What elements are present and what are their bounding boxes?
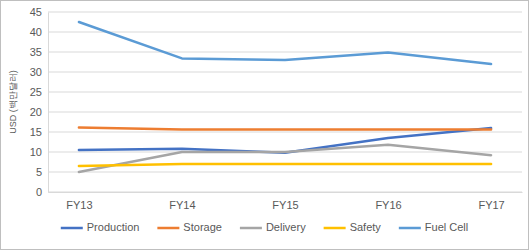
legend-swatch: [61, 227, 83, 230]
y-tick-label: 45: [30, 6, 42, 18]
y-tick-label: 10: [30, 146, 42, 158]
x-tick: FY17: [478, 192, 504, 211]
y-tick: 10: [30, 146, 48, 158]
y-tick: 25: [30, 86, 48, 98]
y-axis: 0 5 10 15 20 25 30 35 40 45: [30, 6, 49, 198]
legend-label: Production: [87, 221, 140, 233]
legend-item: Storage: [157, 221, 222, 233]
x-tick-label: FY13: [66, 199, 92, 211]
legend-label: Storage: [183, 221, 222, 233]
legend-item: Production: [61, 221, 140, 233]
legend-swatch: [324, 227, 346, 230]
y-axis-line: [48, 13, 49, 193]
plot-area: [79, 22, 491, 172]
grid-line: [48, 112, 522, 113]
x-tick: FY14: [169, 192, 195, 211]
legend-swatch: [240, 227, 262, 230]
x-tick: FY13: [66, 192, 92, 211]
y-tick: 35: [30, 46, 48, 58]
y-tick-label: 30: [30, 66, 42, 78]
x-tick-label: FY17: [478, 199, 504, 211]
y-tick-label: 20: [30, 106, 42, 118]
grid-line: [48, 172, 522, 173]
y-tick-label: 25: [30, 86, 42, 98]
y-axis-title: USD (백만달러): [8, 70, 18, 134]
legend-swatch: [399, 227, 421, 230]
grid-line: [48, 92, 522, 93]
y-tick: 30: [30, 66, 48, 78]
series-line: [79, 22, 491, 64]
x-axis: FY13 FY14 FY15 FY16 FY17: [49, 192, 523, 211]
y-tick-label: 5: [36, 166, 42, 178]
x-tick: FY16: [375, 192, 401, 211]
x-tick-label: FY15: [272, 199, 298, 211]
legend-item: Fuel Cell: [399, 221, 468, 233]
y-tick-label: 0: [36, 186, 42, 198]
legend-label: Safety: [350, 221, 382, 233]
x-tick: FY15: [272, 192, 298, 211]
series-line: [79, 164, 491, 166]
series-line: [79, 145, 491, 172]
legend-item: Delivery: [240, 221, 306, 233]
y-tick: 40: [30, 26, 48, 38]
legend-label: Fuel Cell: [425, 221, 468, 233]
grid-line: [48, 32, 522, 33]
y-tick-label: 35: [30, 46, 42, 58]
y-tick: 5: [36, 166, 48, 178]
series-line: [79, 128, 491, 130]
grid-line: [48, 72, 522, 73]
y-tick: 0: [36, 186, 48, 198]
grid-line: [48, 52, 522, 53]
x-axis-line: [49, 192, 523, 193]
legend-item: Safety: [324, 221, 382, 233]
y-tick-label: 40: [30, 26, 42, 38]
legend-swatch: [157, 227, 179, 230]
y-tick: 15: [30, 126, 48, 138]
x-tick-label: FY14: [169, 199, 195, 211]
grid-line: [48, 192, 522, 193]
grid-line: [48, 12, 522, 13]
y-tick: 45: [30, 6, 48, 18]
legend-label: Delivery: [266, 221, 306, 233]
chart-frame: [1, 1, 529, 250]
x-tick-label: FY16: [375, 199, 401, 211]
y-tick-label: 15: [30, 126, 42, 138]
grid: [48, 12, 522, 192]
legend: Production Storage Delivery Safety Fuel Cell: [61, 221, 468, 233]
y-tick: 20: [30, 106, 48, 118]
